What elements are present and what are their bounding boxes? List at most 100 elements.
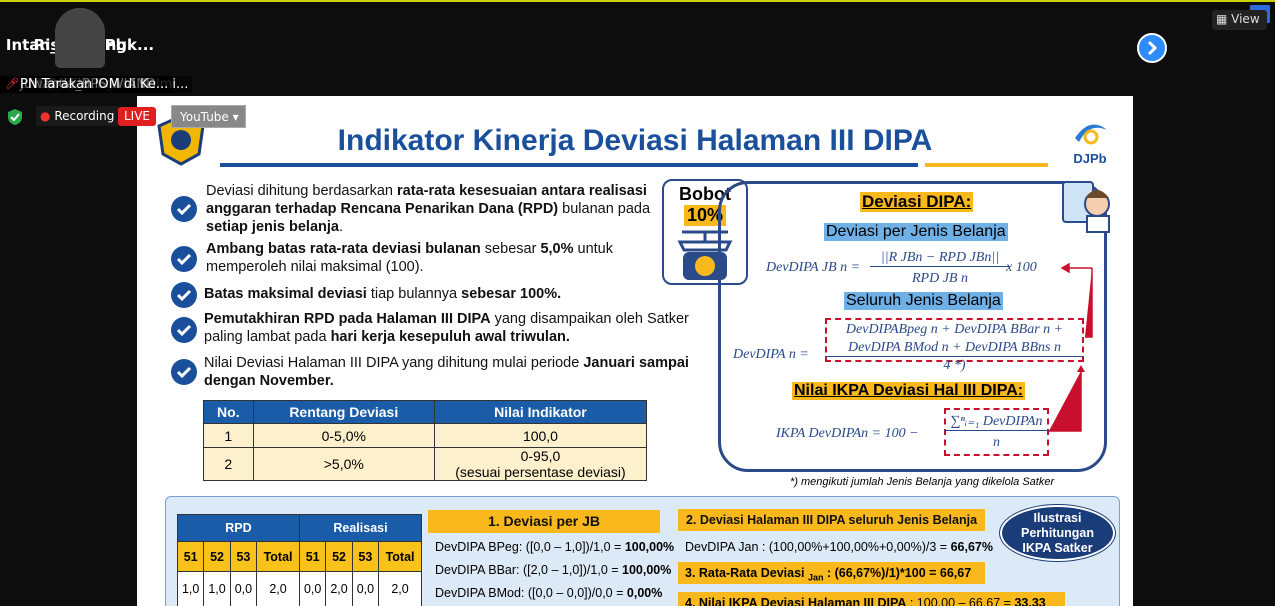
bobot-box: Bobot 10% bbox=[662, 179, 748, 285]
text-segment: )*100 = 66,67 bbox=[895, 566, 972, 580]
recording-label: Recording bbox=[54, 109, 115, 123]
table-row: 1 0-5,0% 100,0 bbox=[203, 423, 648, 448]
text-segment: Nilai Deviasi Halaman III DIPA yang dihi… bbox=[204, 355, 584, 371]
step-line: DevDIPA BPeg: ([0,0 – 1,0])/1,0 = 100,00… bbox=[435, 540, 674, 554]
column-header: Nilai Indikator bbox=[433, 400, 648, 424]
view-button[interactable]: ▦ View bbox=[1212, 10, 1267, 30]
value-cell: 2,0 bbox=[256, 571, 300, 606]
title-underline-accent bbox=[925, 163, 1048, 167]
group-header: RPD bbox=[177, 514, 300, 542]
step-box: 3. Rata-Rata Deviasi Jan : (66,67%)/1)*1… bbox=[678, 562, 985, 584]
formula-subheading: Seluruh Jenis Belanja bbox=[844, 292, 1003, 310]
formula-denominator: n bbox=[993, 435, 1000, 450]
footnote: *) mengikuti jumlah Jenis Belanja yang d… bbox=[790, 476, 1055, 488]
muted-mic-icon: 🎤︎ bbox=[5, 77, 19, 90]
value-row: 1,0 1,0 0,0 2,0 0,0 2,0 0,0 2,0 bbox=[176, 571, 422, 606]
text-segment: hari kerja kesepuluh awal triwulan. bbox=[330, 329, 570, 345]
next-page-button[interactable] bbox=[1137, 33, 1167, 63]
value-cell: 0,0 bbox=[351, 571, 380, 606]
live-badge: LIVE bbox=[118, 107, 157, 126]
participant-strip: Intan_PA Bangk...···🎤︎Intan_PA Bangkalan… bbox=[0, 0, 1275, 95]
bullet-text: Pemutakhiran RPD pada Halaman III DIPA y… bbox=[204, 310, 694, 346]
text-segment: 66,67% bbox=[950, 540, 993, 554]
text-segment: sebesar 100%. bbox=[461, 286, 562, 302]
bullet-text: Batas maksimal deviasi tiap bulannya seb… bbox=[204, 285, 664, 303]
column-header: 51 bbox=[298, 541, 327, 572]
security-icon bbox=[6, 108, 24, 126]
check-icon bbox=[171, 359, 197, 385]
column-row: 51 52 53 Total 51 52 53 Total bbox=[176, 541, 422, 572]
dashed-box bbox=[825, 318, 1084, 362]
youtube-dropdown[interactable]: YouTube ▾ bbox=[171, 105, 246, 128]
formula-denominator: 4 *) bbox=[943, 358, 966, 373]
text-segment: DevDIPA BBar: ([2,0 – 1,0])/1,0 = bbox=[435, 563, 623, 577]
presenter-icon bbox=[1062, 181, 1110, 233]
formula-box bbox=[718, 181, 1107, 472]
bullet-text: Deviasi dihitung berdasarkan rata-rata k… bbox=[206, 182, 656, 236]
text-segment: untuk memperoleh nilai maksimal (100). bbox=[206, 241, 613, 275]
video-feed bbox=[55, 8, 105, 68]
formula-heading: Nilai IKPA Deviasi Hal III DIPA: bbox=[792, 382, 1026, 400]
slide-title: Indikator Kinerja Deviasi Halaman III DI… bbox=[337, 124, 933, 157]
criteria-table: No. Rentang Deviasi Nilai Indikator 1 0-5,0… bbox=[203, 400, 648, 481]
text-segment: . bbox=[338, 219, 344, 235]
text-segment: bulanan pada bbox=[558, 201, 651, 217]
bobot-value: 10% bbox=[683, 205, 727, 226]
recording-indicator[interactable]: ● Recording bbox=[36, 106, 119, 126]
step-title: 2. Deviasi Halaman III DIPA seluruh Jeni… bbox=[678, 509, 985, 531]
group-header: Realisasi bbox=[298, 514, 423, 542]
text-segment: Ambang batas rata-rata deviasi bulanan bbox=[206, 241, 481, 257]
value-cell: 1,0 bbox=[176, 571, 205, 606]
formula-numerator: ||R JBn − RPD JBn|| bbox=[870, 250, 1010, 267]
check-icon bbox=[171, 317, 197, 343]
youtube-label: YouTube bbox=[180, 110, 229, 124]
title-underline bbox=[220, 163, 918, 167]
formula-numerator: DevDIPABpeg n + DevDIPA BBar n + bbox=[845, 322, 1064, 337]
kemenkeu-logo bbox=[157, 114, 205, 166]
red-arrows bbox=[1049, 262, 1093, 432]
column-header: Total bbox=[378, 541, 422, 572]
text-segment: 5,0% bbox=[540, 241, 574, 257]
check-icon bbox=[171, 246, 197, 272]
text-segment: tiap bulannya bbox=[366, 286, 462, 302]
table-cell: 0-95,0 (sesuai persentase deviasi) bbox=[433, 447, 648, 481]
table-row: 2 >5,0% 0-95,0 (sesuai persentase deviasi) bbox=[203, 447, 648, 481]
text-segment: Pemutakhiran RPD pada Halaman III DIPA bbox=[204, 311, 491, 327]
formula-numerator: ∑ⁿᵢ₌₁ DevDIPAn bbox=[944, 413, 1049, 431]
table-header: No. Rentang Deviasi Nilai Indikator bbox=[203, 400, 648, 424]
illustration-button[interactable]: Ilustrasi Perhitungan IKPA Satker bbox=[1000, 505, 1115, 561]
value-cell: 2,0 bbox=[378, 571, 422, 606]
text-segment: Deviasi dihitung berdasarkan bbox=[206, 183, 398, 199]
djpb-text: DJPb bbox=[1073, 151, 1107, 166]
text-segment: : (66,67%)/ bbox=[823, 566, 889, 580]
step-line: DevDIPA Jan : (100,00%+100,00%+0,00%)/3 … bbox=[685, 540, 993, 554]
table-cell: 0-5,0% bbox=[252, 423, 435, 448]
column-header: 53 bbox=[351, 541, 380, 572]
column-header: 53 bbox=[229, 541, 258, 572]
step-line: DevDIPA BBar: ([2,0 – 1,0])/1,0 = 100,00… bbox=[435, 563, 671, 577]
participant-label-text: PN Tarakan bbox=[20, 77, 93, 92]
column-header: 52 bbox=[203, 541, 231, 572]
text-segment: 1 bbox=[888, 566, 896, 580]
step-line: DevDIPA BMod: ([0,0 – 0,0])/0,0 = 0,00% bbox=[435, 586, 662, 600]
text-segment: 100,00% bbox=[622, 563, 672, 577]
text-segment: Januari sampai dengan November. bbox=[204, 355, 689, 389]
participant-label: 🎤︎ PN Tarakan bbox=[0, 76, 97, 93]
text-segment: sebesar bbox=[480, 241, 541, 257]
scale-icon bbox=[677, 230, 733, 280]
group-row: RPD Realisasi bbox=[177, 514, 423, 542]
text-segment: 4. Nilai IKPA Deviasi Halaman III DIPA bbox=[685, 596, 907, 606]
text-segment: DevDIPA Jan : (100,00%+100,00%+0,00%)/3 … bbox=[685, 540, 951, 554]
arrow-icon bbox=[1147, 40, 1158, 56]
text-segment: 0,00% bbox=[626, 586, 663, 600]
formula-lhs: IKPA DevDIPAn = 100 − bbox=[776, 426, 919, 441]
step-box: 4. Nilai IKPA Deviasi Halaman III DIPA :… bbox=[678, 592, 1065, 606]
table-cell: >5,0% bbox=[252, 447, 435, 481]
table-cell: 100,0 bbox=[433, 423, 648, 448]
column-header: Total bbox=[256, 541, 300, 572]
formula-lhs: DevDIPA n = bbox=[733, 347, 809, 362]
value-cell: 1,0 bbox=[203, 571, 231, 606]
formula-heading: Deviasi DIPA: bbox=[860, 192, 974, 212]
column-header: No. bbox=[203, 400, 254, 424]
